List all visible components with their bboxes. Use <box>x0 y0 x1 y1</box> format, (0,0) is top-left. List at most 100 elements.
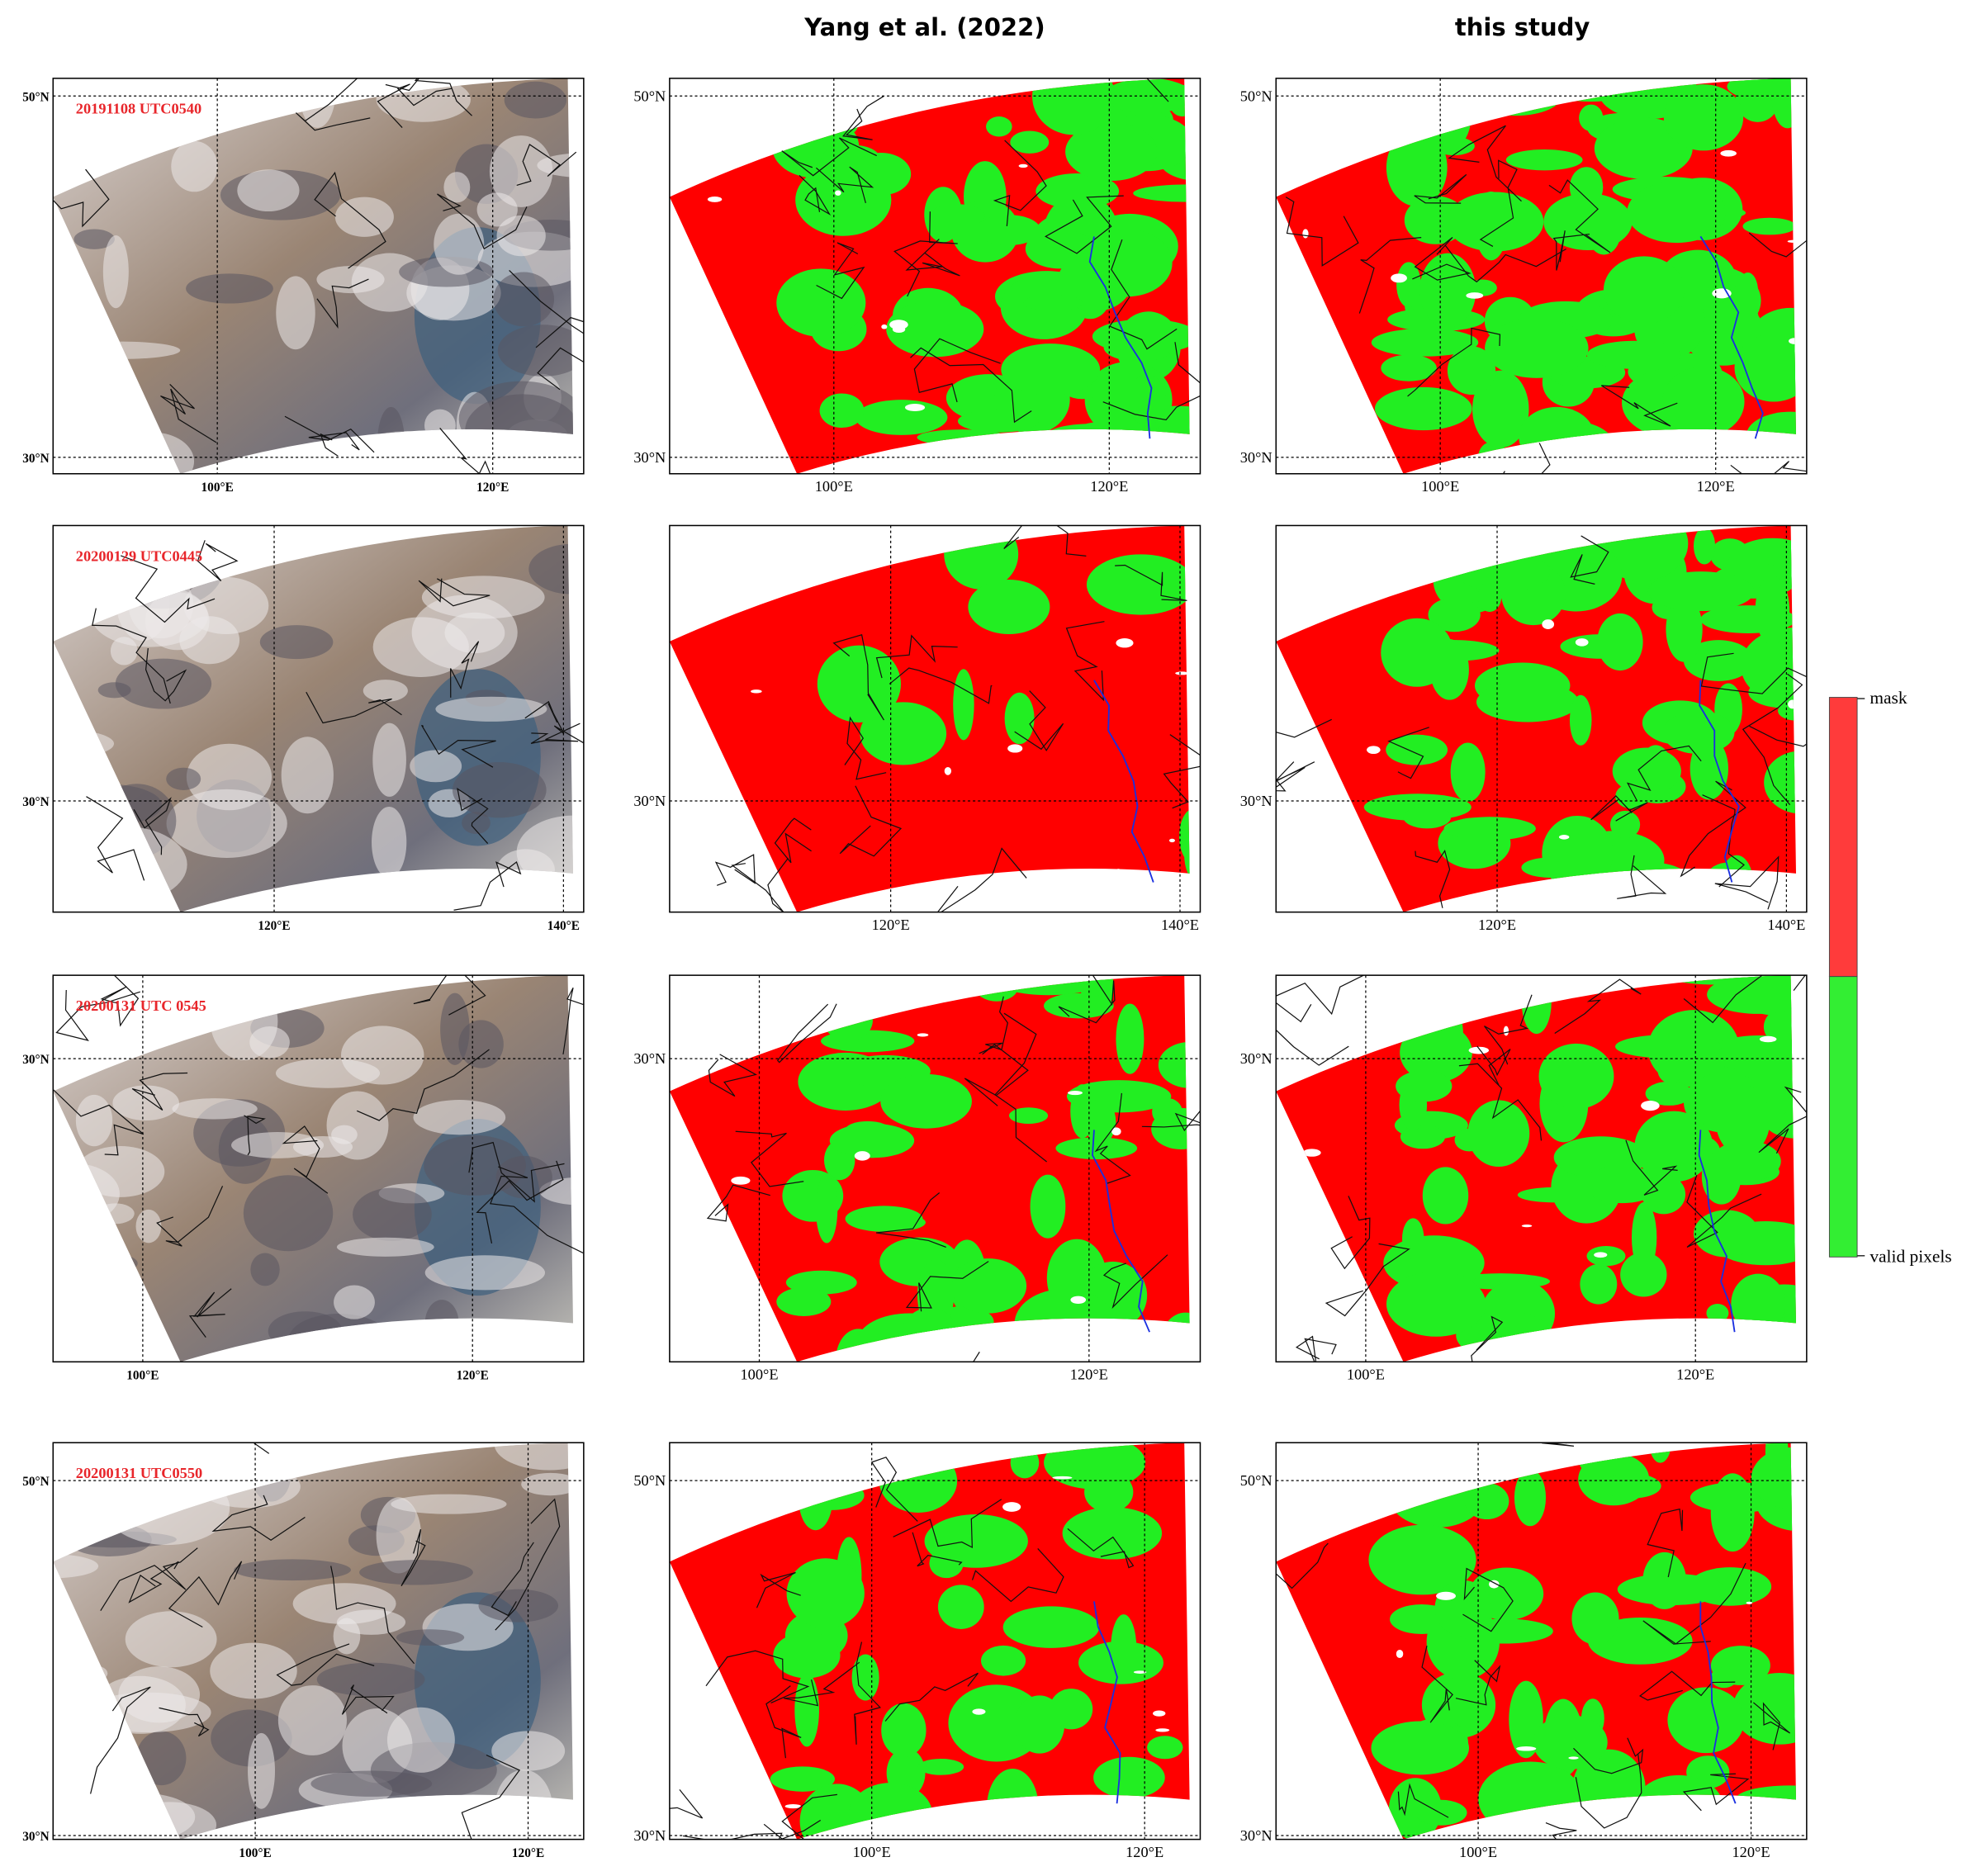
boundary-line <box>913 338 1001 403</box>
colorbar-valid <box>1828 976 1858 1258</box>
cloud <box>363 680 408 703</box>
lat-label: 30°N <box>22 1053 49 1067</box>
boundary-line <box>1541 1443 1575 1447</box>
lon-label: 120°E <box>258 919 290 933</box>
boundary-line <box>1570 535 1609 585</box>
valid-area <box>1580 1263 1618 1305</box>
valid-area <box>1600 1473 1661 1499</box>
boundary-line <box>341 1684 395 1715</box>
colorbar-label: valid pixels <box>1870 1246 1951 1266</box>
cloud <box>333 1618 361 1655</box>
valid-area <box>1514 1469 1547 1527</box>
boundary-line <box>1014 690 1064 751</box>
no-data <box>944 766 952 775</box>
no-data <box>1002 1502 1021 1512</box>
valid-area <box>1583 1166 1661 1204</box>
no-data <box>1542 619 1555 630</box>
lon-label: 100°E <box>1421 478 1459 495</box>
boundary-line <box>314 171 386 269</box>
no-data <box>881 324 888 329</box>
valid-area <box>986 116 1012 137</box>
no-data <box>1788 338 1797 344</box>
boundary-line <box>774 817 812 864</box>
valid-area <box>1447 346 1496 396</box>
valid-area <box>1010 130 1050 154</box>
cloud <box>118 1666 201 1723</box>
no-data <box>784 1803 802 1809</box>
lat-label: 50°N <box>633 1472 666 1489</box>
valid-area <box>1694 527 1716 565</box>
lat-label: 30°N <box>1240 449 1272 466</box>
cloud <box>376 1497 422 1574</box>
valid-area <box>1004 692 1035 745</box>
valid-area <box>1084 1099 1116 1144</box>
boundary-line <box>1600 385 1678 427</box>
valid-area <box>776 1287 832 1316</box>
valid-area <box>817 645 901 723</box>
boundary-line <box>799 174 832 216</box>
boundary-line <box>1058 975 1116 1024</box>
cloud <box>372 617 469 677</box>
panel-frame <box>1275 1442 1808 1840</box>
coastline <box>1093 1601 1121 1804</box>
cloud <box>489 135 553 207</box>
valid-area <box>1543 193 1633 251</box>
cloud <box>424 1255 546 1291</box>
lat-label: 50°N <box>1240 88 1272 104</box>
boundary-line <box>1415 849 1451 908</box>
valid-area <box>1742 217 1796 235</box>
lon-label: 140°E <box>1767 917 1805 933</box>
boundary-line <box>993 140 1047 226</box>
map-panel: 30°N 100°E 120°E <box>633 974 1201 1383</box>
no-data <box>904 403 926 412</box>
coastline <box>1092 1130 1150 1333</box>
valid-area <box>980 1645 1026 1676</box>
boundary-line <box>1295 1335 1337 1362</box>
no-data <box>1503 1026 1509 1036</box>
boundary-line <box>489 1166 584 1253</box>
no-data <box>1116 638 1134 648</box>
valid-area <box>1708 1035 1797 1072</box>
valid-area <box>950 1258 1027 1314</box>
cloud <box>248 1732 275 1809</box>
valid-area <box>1542 815 1614 891</box>
boundary-line <box>1412 237 1472 281</box>
no-data <box>972 1708 986 1715</box>
cloud <box>135 1209 162 1244</box>
boundary-line <box>1421 1646 1453 1723</box>
valid-area <box>1002 1606 1100 1648</box>
no-data <box>1466 292 1484 299</box>
valid-area <box>1662 710 1735 755</box>
valid-area <box>1715 1084 1770 1156</box>
coastline <box>1698 1130 1736 1333</box>
lon-label: 120°E <box>1070 1367 1108 1383</box>
boundary-line <box>1276 1542 1329 1589</box>
boundary-line <box>1330 1196 1371 1270</box>
valid-area <box>1371 328 1479 357</box>
valid-area <box>1706 1304 1729 1323</box>
valid-area <box>1050 1689 1093 1730</box>
cloud <box>281 737 334 814</box>
no-data <box>1067 1090 1083 1096</box>
no-data <box>1133 1670 1147 1674</box>
boundary-line <box>816 242 865 300</box>
boundary-line <box>893 1499 1002 1549</box>
valid-area <box>1386 734 1448 765</box>
map-panel: 50°N 30°N 100°E 120°E <box>633 78 1201 495</box>
boundary-line <box>211 1495 306 1541</box>
no-data <box>854 1151 870 1161</box>
valid-area <box>1472 370 1529 448</box>
cloud <box>210 1642 297 1699</box>
date-label: 20200131 UTC0550 <box>76 1465 202 1481</box>
boundary-line <box>188 1288 232 1338</box>
boundary-line <box>491 1542 534 1617</box>
no-data <box>1302 1149 1321 1157</box>
boundaries <box>714 525 1201 912</box>
map-panel: 30°N 120°E 140°E <box>1240 524 1808 933</box>
lon-label: 100°E <box>239 1846 271 1860</box>
no-data <box>917 1033 929 1037</box>
boundary-line <box>168 1561 243 1628</box>
boundary-line <box>197 540 239 581</box>
boundary-line <box>1067 1528 1135 1569</box>
